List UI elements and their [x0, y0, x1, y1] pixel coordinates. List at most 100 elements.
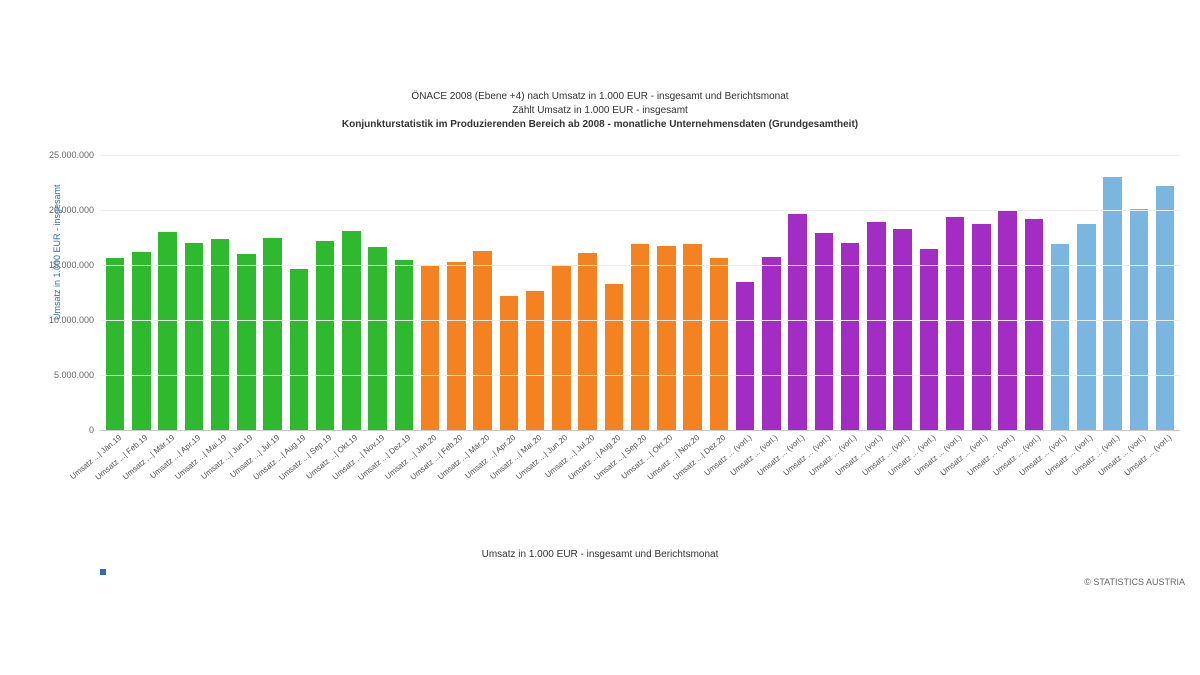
bar	[841, 243, 859, 430]
chart-container: ÖNACE 2008 (Ebene +4) nach Umsatz in 1.0…	[0, 0, 1200, 675]
legend-marker	[100, 569, 106, 575]
bar-slot: Umsatz ...| Jän.20	[417, 155, 443, 430]
plot-area: Umsatz ...| Jän.19Umsatz ...| Feb.19Umsa…	[100, 155, 1180, 431]
bar	[447, 262, 465, 430]
bar-slot: Umsatz ... (vorl.)	[890, 155, 916, 430]
grid-line	[100, 155, 1180, 156]
bar	[736, 282, 754, 431]
y-tick-label: 25.000.000	[49, 150, 94, 160]
bar-slot: Umsatz ... (vorl.)	[732, 155, 758, 430]
chart-titles: ÖNACE 2008 (Ebene +4) nach Umsatz in 1.0…	[0, 90, 1200, 132]
bar-slot: Umsatz ... (vorl.)	[863, 155, 889, 430]
chart-title-line1: ÖNACE 2008 (Ebene +4) nach Umsatz in 1.0…	[0, 90, 1200, 104]
bar	[185, 243, 203, 430]
bar-slot: Umsatz ...| Nov.20	[680, 155, 706, 430]
bar-slot: Umsatz ... (vorl.)	[1152, 155, 1178, 430]
bar-slot: Umsatz ...| Okt.19	[338, 155, 364, 430]
bar-slot: Umsatz ...| Apr.19	[181, 155, 207, 430]
chart-title-line3: Konjunkturstatistik im Produzierenden Be…	[0, 118, 1200, 132]
bar	[578, 253, 596, 430]
y-tick-label: 5.000.000	[54, 370, 94, 380]
y-tick-label: 0	[89, 425, 94, 435]
chart-title-line2: Zählt Umsatz in 1.000 EUR - insgesamt	[0, 104, 1200, 118]
bar	[395, 260, 413, 431]
bar	[631, 244, 649, 430]
bar-slot: Umsatz ...| Apr.20	[496, 155, 522, 430]
bar	[710, 258, 728, 430]
bar-slot: Umsatz ... (vorl.)	[1073, 155, 1099, 430]
bar-slot: Umsatz ... (vorl.)	[968, 155, 994, 430]
bar-slot: Umsatz ...| Jän.19	[102, 155, 128, 430]
bar-slot: Umsatz ...| Mai.19	[207, 155, 233, 430]
bar	[237, 254, 255, 430]
bar	[683, 244, 701, 430]
bar-slot: Umsatz ...| Sep.20	[627, 155, 653, 430]
bar-slot: Umsatz ... (vorl.)	[942, 155, 968, 430]
bar	[158, 232, 176, 430]
y-tick-label: 20.000.000	[49, 205, 94, 215]
bar-slot: Umsatz ... (vorl.)	[1021, 155, 1047, 430]
y-tick-label: 10.000.000	[49, 315, 94, 325]
bar	[342, 231, 360, 430]
bar	[263, 238, 281, 431]
x-axis-label: Umsatz in 1.000 EUR - insgesamt und Beri…	[0, 549, 1200, 560]
y-tick-label: 15.000.000	[49, 260, 94, 270]
bar	[946, 217, 964, 430]
bar-slot: Umsatz ...| Jul.19	[260, 155, 286, 430]
bar	[368, 247, 386, 430]
bar-slot: Umsatz ... (vorl.)	[916, 155, 942, 430]
bar	[1103, 177, 1121, 430]
bar	[106, 258, 124, 430]
grid-line	[100, 375, 1180, 376]
bar	[1051, 244, 1069, 430]
bar-slot: Umsatz ...| Feb.19	[128, 155, 154, 430]
bar	[762, 257, 780, 430]
bar-slot: Umsatz ...| Feb.20	[443, 155, 469, 430]
bar	[552, 266, 570, 430]
bar-slot: Umsatz ...| Jun.20	[548, 155, 574, 430]
bars-container: Umsatz ...| Jän.19Umsatz ...| Feb.19Umsa…	[100, 155, 1180, 430]
bar-slot: Umsatz ... (vorl.)	[785, 155, 811, 430]
bar	[421, 265, 439, 430]
bar-slot: Umsatz ...| Jul.20	[575, 155, 601, 430]
bar-slot: Umsatz ... (vorl.)	[811, 155, 837, 430]
bar-slot: Umsatz ...| Aug.19	[286, 155, 312, 430]
bar-slot: Umsatz ...| Jun.19	[233, 155, 259, 430]
bar-slot: Umsatz ...| Dez.19	[391, 155, 417, 430]
bar-slot: Umsatz ...| Nov.19	[365, 155, 391, 430]
bar	[920, 249, 938, 431]
bar-slot: Umsatz ... (vorl.)	[837, 155, 863, 430]
bar-slot: Umsatz ...| Mai.20	[522, 155, 548, 430]
bar	[657, 246, 675, 430]
bar	[211, 239, 229, 430]
bar-slot: Umsatz ... (vorl.)	[758, 155, 784, 430]
bar-slot: Umsatz ...| Dez.20	[706, 155, 732, 430]
bar	[605, 284, 623, 430]
attribution-text: © STATISTICS AUSTRIA	[1084, 577, 1185, 587]
bar	[815, 233, 833, 430]
bar-slot: Umsatz ... (vorl.)	[1100, 155, 1126, 430]
x-tick-label: Umsatz ... (vorl.)	[1123, 433, 1174, 478]
bar	[893, 229, 911, 430]
bar	[972, 224, 990, 430]
bar	[526, 291, 544, 430]
bar-slot: Umsatz ... (vorl.)	[1126, 155, 1152, 430]
bar	[316, 241, 334, 430]
bar-slot: Umsatz ... (vorl.)	[995, 155, 1021, 430]
bar-slot: Umsatz ...| Mär.19	[155, 155, 181, 430]
bar-slot: Umsatz ...| Okt.20	[653, 155, 679, 430]
bar-slot: Umsatz ...| Aug.20	[601, 155, 627, 430]
bar	[132, 252, 150, 430]
grid-line	[100, 265, 1180, 266]
bar	[867, 222, 885, 430]
bar	[1025, 219, 1043, 430]
grid-line	[100, 320, 1180, 321]
bar	[788, 214, 806, 430]
bar	[473, 251, 491, 430]
bar-slot: Umsatz ...| Sep.19	[312, 155, 338, 430]
bar	[1077, 224, 1095, 430]
bar	[1156, 186, 1174, 430]
bar-slot: Umsatz ...| Mär.20	[470, 155, 496, 430]
bar	[500, 296, 518, 430]
grid-line	[100, 210, 1180, 211]
